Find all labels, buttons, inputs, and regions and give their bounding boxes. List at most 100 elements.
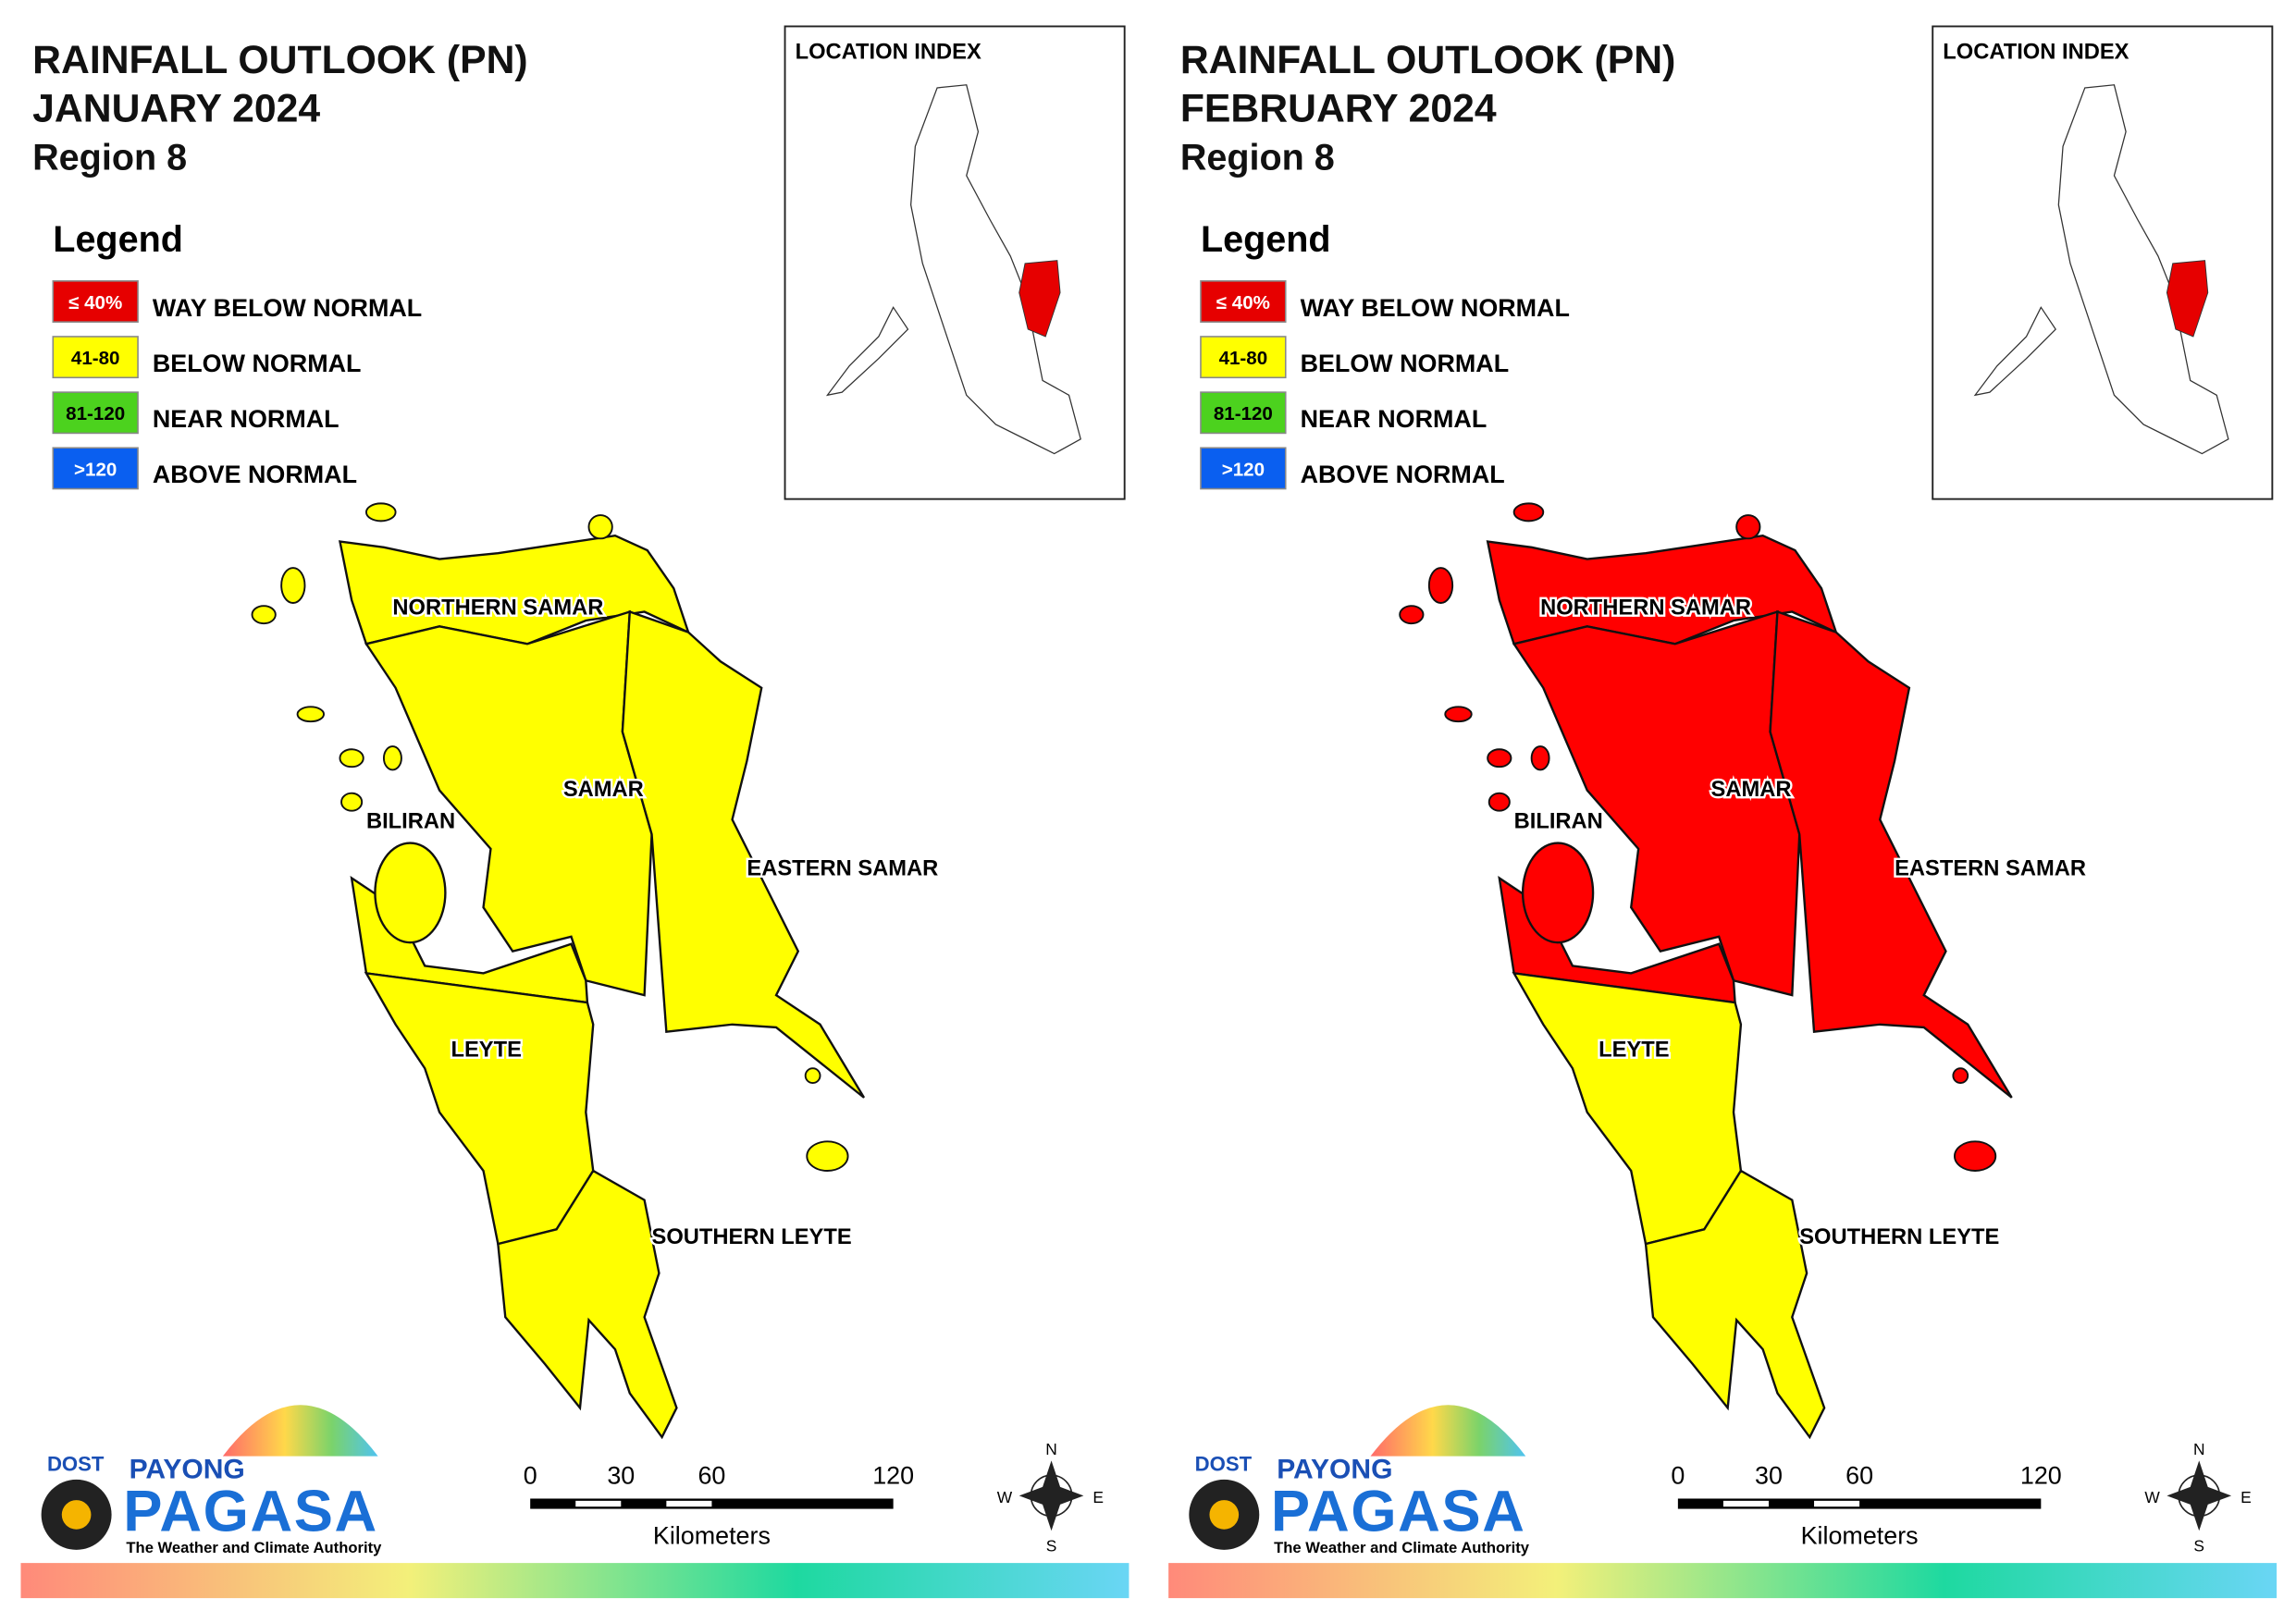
- compass-letter: E: [1092, 1488, 1104, 1506]
- province: [1769, 609, 2013, 1099]
- region-label: EASTERN SAMAR: [1895, 856, 2086, 880]
- compass-rose: [1018, 1460, 1084, 1531]
- island: [364, 502, 397, 523]
- legend-label: BELOW NORMAL: [1301, 350, 1510, 377]
- logo-seal-center: [1209, 1500, 1240, 1530]
- island: [806, 1140, 849, 1172]
- province: [374, 842, 447, 944]
- region-label: LEYTE: [1599, 1039, 1669, 1063]
- island: [339, 748, 364, 768]
- province: [1512, 971, 1743, 1246]
- compass-letter: W: [2144, 1488, 2160, 1506]
- island: [340, 792, 364, 812]
- logo-brand-top: PAYONG: [130, 1454, 245, 1484]
- compass-letter: W: [997, 1488, 1013, 1506]
- island: [280, 567, 306, 604]
- logo-seal-center: [61, 1500, 92, 1530]
- logo-umbrella: [1370, 1405, 1526, 1457]
- legend-swatch: [1200, 336, 1287, 379]
- compass-letter: N: [1045, 1440, 1057, 1458]
- map-title: FEBRUARY 2024: [1180, 86, 1497, 130]
- legend-swatch: [52, 447, 139, 490]
- legend-swatch-label: >120: [74, 459, 117, 480]
- province: [621, 609, 866, 1099]
- compass-letter: N: [2193, 1440, 2205, 1458]
- legend-swatch-label: ≤ 40%: [1216, 292, 1270, 314]
- island: [1530, 745, 1550, 771]
- compass-ring: [1030, 1474, 1073, 1518]
- legend-label: WAY BELOW NORMAL: [153, 294, 422, 322]
- map-title: RAINFALL OUTLOOK (PN): [32, 38, 528, 82]
- island: [1954, 1140, 1997, 1172]
- region-label: BILIRAN: [366, 810, 455, 834]
- island: [1444, 706, 1473, 723]
- legend-swatch-label: >120: [1222, 459, 1265, 480]
- legend-swatch-label: 81-120: [1214, 403, 1273, 424]
- map-title: Region 8: [1180, 138, 1335, 178]
- legend-swatch-label: 81-120: [66, 403, 125, 424]
- compass-rose: [2166, 1460, 2232, 1531]
- island: [1512, 502, 1545, 523]
- map-title: RAINFALL OUTLOOK (PN): [1180, 38, 1676, 82]
- philippines-outline: [825, 84, 1081, 455]
- region-highlight: [2166, 260, 2209, 338]
- island: [1735, 514, 1761, 540]
- legend-swatch: [1200, 280, 1287, 323]
- scale-bar-segment: [1722, 1500, 1769, 1507]
- region-label: EASTERN SAMAR: [747, 856, 938, 880]
- map-title: Region 8: [32, 138, 187, 178]
- logo-tagline: The Weather and Climate Authority: [126, 1539, 382, 1556]
- region-label: SOUTHERN LEYTE: [1799, 1225, 1999, 1249]
- location-index-label: LOCATION INDEX: [1943, 40, 2129, 64]
- island: [1487, 748, 1512, 768]
- legend-label: NEAR NORMAL: [153, 405, 339, 433]
- scale-bar-segment: [575, 1500, 622, 1507]
- region-label: NORTHERN SAMAR: [392, 596, 603, 621]
- legend-label: BELOW NORMAL: [153, 350, 362, 377]
- panel: RAINFALL OUTLOOK (PN)JANUARY 2024 Region …: [20, 25, 1129, 1599]
- compass-letter: S: [2193, 1536, 2204, 1555]
- region-label: SOUTHERN LEYTE: [652, 1225, 852, 1249]
- logo-agency: DOST: [1195, 1452, 1253, 1475]
- legend-label: NEAR NORMAL: [1301, 405, 1487, 433]
- region-label: BILIRAN: [1514, 810, 1603, 834]
- legend-swatch: [52, 336, 139, 379]
- legend-label: WAY BELOW NORMAL: [1301, 294, 1570, 322]
- island: [587, 514, 613, 540]
- region-label: SAMAR: [1711, 778, 1792, 802]
- province: [364, 971, 595, 1246]
- island: [296, 706, 325, 723]
- scale-tick-label: 0: [1671, 1462, 1685, 1490]
- location-index-frame: [784, 25, 1126, 500]
- scale-tick-label: 120: [2020, 1462, 2062, 1490]
- compass-letter: E: [2240, 1488, 2252, 1506]
- logo-brand: PAGASA: [1271, 1479, 1526, 1543]
- province: [1521, 842, 1595, 944]
- legend-swatch-label: ≤ 40%: [68, 292, 122, 314]
- island: [382, 745, 402, 771]
- legend-label: ABOVE NORMAL: [153, 461, 357, 488]
- map-title: JANUARY 2024: [32, 86, 320, 130]
- region-label: LEYTE: [451, 1039, 521, 1063]
- legend-title: Legend: [53, 219, 183, 260]
- logo-agency: DOST: [47, 1452, 105, 1475]
- region-highlight: [1018, 260, 1061, 338]
- legend-swatch-label: 41-80: [71, 348, 120, 369]
- legend-label: ABOVE NORMAL: [1301, 461, 1505, 488]
- panel: RAINFALL OUTLOOK (PN)FEBRUARY 2024 Region…: [1168, 25, 2277, 1599]
- location-index-frame: [1932, 25, 2274, 500]
- island: [1427, 567, 1454, 604]
- footer-band: [1168, 1563, 2277, 1599]
- legend-swatch: [1200, 447, 1287, 490]
- scale-tick-label: 120: [872, 1462, 914, 1490]
- province: [1644, 1169, 1826, 1440]
- logo-tagline: The Weather and Climate Authority: [1274, 1539, 1530, 1556]
- location-index-label: LOCATION INDEX: [796, 40, 981, 64]
- scale-tick-label: 60: [697, 1462, 725, 1490]
- region-label: SAMAR: [563, 778, 644, 802]
- scale-tick-label: 30: [1755, 1462, 1783, 1490]
- footer-band: [20, 1563, 1129, 1599]
- legend-swatch-label: 41-80: [1219, 348, 1268, 369]
- philippines-outline: [1973, 84, 2229, 455]
